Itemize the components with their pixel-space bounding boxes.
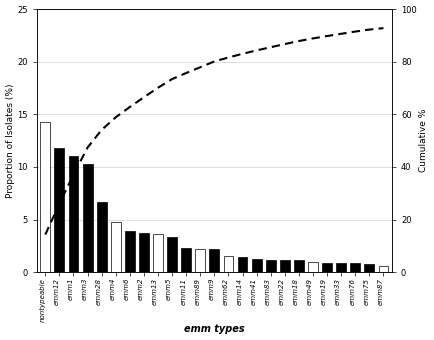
Bar <box>55 148 64 272</box>
Bar <box>294 260 304 272</box>
Bar <box>195 249 205 272</box>
Bar <box>97 202 107 272</box>
Y-axis label: Proportion of Isolates (%): Proportion of Isolates (%) <box>6 83 15 198</box>
Bar <box>111 222 121 272</box>
Bar <box>308 262 318 272</box>
Bar <box>82 164 92 272</box>
Bar <box>224 256 233 272</box>
Bar <box>336 263 346 272</box>
Bar <box>365 264 374 272</box>
Bar <box>252 258 262 272</box>
Bar <box>125 231 135 272</box>
Y-axis label: Cumulative %: Cumulative % <box>419 109 428 172</box>
Bar <box>266 260 276 272</box>
Bar <box>181 248 191 272</box>
Bar <box>153 234 163 272</box>
Bar <box>40 122 50 272</box>
Bar <box>350 263 360 272</box>
Bar <box>210 249 219 272</box>
Bar <box>378 267 388 272</box>
Bar <box>69 156 79 272</box>
Bar <box>238 257 247 272</box>
Bar <box>139 233 149 272</box>
Bar <box>167 238 177 272</box>
X-axis label: emm types: emm types <box>184 324 245 335</box>
Bar <box>280 260 290 272</box>
Bar <box>322 263 332 272</box>
